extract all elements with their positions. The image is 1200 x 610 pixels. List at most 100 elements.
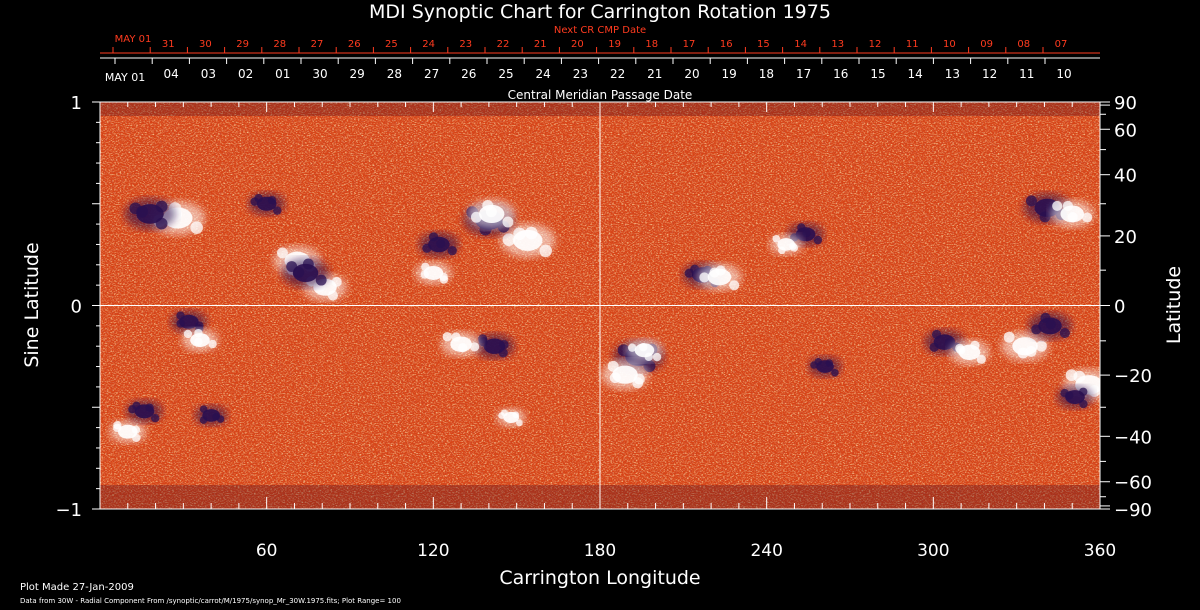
y-tick-label-right: 20 — [1114, 227, 1137, 248]
y-axis-label-right: Latitude — [1163, 266, 1185, 344]
cmp-date-label: 21 — [647, 67, 662, 81]
cmp-date-label: 18 — [759, 67, 774, 81]
cmp-date-label: 10 — [1056, 67, 1071, 81]
next-cr-date-label: 21 — [534, 39, 547, 50]
y-tick-label-left: 1 — [71, 93, 82, 114]
negative-region — [281, 258, 330, 288]
next-cr-date-label: 24 — [422, 39, 435, 50]
next-cr-date-label: 14 — [794, 39, 807, 50]
next-cr-date-label: 25 — [385, 39, 398, 50]
next-cr-date-label: 08 — [1017, 39, 1030, 50]
next-cr-date-label: 29 — [236, 39, 249, 50]
negative-region — [1028, 312, 1072, 340]
cmp-date-label: 27 — [424, 67, 439, 81]
next-cr-date-label: 07 — [1055, 39, 1068, 50]
positive-region — [769, 234, 803, 255]
negative-region — [418, 232, 459, 257]
next-cr-date-label: 16 — [720, 39, 733, 50]
y-axis-label-left: Sine Latitude — [21, 242, 43, 367]
positive-region — [496, 408, 526, 427]
cmp-date-label: 26 — [461, 67, 476, 81]
y-tick-label-left: 0 — [71, 297, 82, 318]
next-cr-date-label: 17 — [683, 39, 696, 50]
y-tick-label-right: −20 — [1114, 366, 1152, 387]
x-tick-label: 60 — [256, 541, 278, 561]
positive-region — [415, 261, 452, 285]
positive-region — [949, 339, 990, 365]
next-cr-date-label: 13 — [831, 39, 844, 50]
positive-region — [109, 420, 146, 443]
cmp-date-label: 23 — [573, 67, 588, 81]
positive-region — [441, 331, 482, 357]
negative-region — [194, 405, 228, 426]
negative-region — [126, 400, 163, 423]
x-axis-label: Carrington Longitude — [499, 567, 700, 589]
x-tick-label: 360 — [1084, 541, 1116, 561]
plot-made-note: Plot Made 27-Jan-2009 — [20, 582, 134, 593]
active-regions — [109, 192, 1100, 443]
cmp-date-label: 02 — [238, 67, 253, 81]
cmp-date-label: 04 — [164, 67, 179, 81]
data-source-note: Data from 30W - Radial Component From /s… — [20, 597, 401, 605]
y-tick-label-right: 0 — [1114, 297, 1125, 318]
cmp-axis-label: Central Meridian Passage Date — [508, 88, 693, 102]
negative-region — [474, 333, 515, 359]
negative-region — [124, 198, 176, 230]
negative-region — [170, 310, 208, 333]
cmp-date-label: 19 — [722, 67, 737, 81]
next-cr-label: Next CR CMP Date — [554, 25, 646, 36]
y-tick-label-right: 60 — [1114, 120, 1137, 141]
next-cr-date-label: 19 — [608, 39, 621, 50]
next-cr-date-label: 22 — [497, 39, 510, 50]
negative-region — [1056, 385, 1094, 409]
next-cr-date-label: 31 — [162, 39, 175, 50]
next-cr-date-label: 10 — [943, 39, 956, 50]
x-tick-label: 240 — [750, 541, 782, 561]
cmp-date-label: 29 — [350, 67, 365, 81]
positive-region — [468, 199, 516, 229]
x-tick-label: 300 — [917, 541, 949, 561]
next-cr-date-label: 28 — [273, 39, 286, 50]
next-cr-date-label: 26 — [348, 39, 361, 50]
next-cr-date-label: 30 — [199, 39, 212, 50]
cmp-date-label: 16 — [833, 67, 848, 81]
x-tick-label: 120 — [417, 541, 449, 561]
positive-region — [626, 339, 663, 362]
cmp-date-label: 11 — [1019, 67, 1034, 81]
x-tick-label: 180 — [584, 541, 616, 561]
next-cr-date-label: 09 — [980, 39, 993, 50]
positive-region — [1050, 200, 1095, 228]
positive-region — [181, 328, 219, 352]
cmp-date-label: 25 — [498, 67, 513, 81]
cmp-date-label: 03 — [201, 67, 216, 81]
next-cr-date-label: 20 — [571, 39, 584, 50]
y-tick-label-right: −40 — [1114, 427, 1152, 448]
cmp-date-label: 22 — [610, 67, 625, 81]
positive-region — [500, 223, 556, 258]
positive-region — [601, 360, 649, 390]
cmp-date-label: 12 — [982, 67, 997, 81]
cmp-date-label: 17 — [796, 67, 811, 81]
next-cr-date-label: 18 — [645, 39, 658, 50]
next-cr-date-label: 15 — [757, 39, 770, 50]
cmp-date-label: 30 — [312, 67, 327, 81]
cmp-date-label: 20 — [684, 67, 699, 81]
plot-axes: 60 120 180 240 300 360 1 0 −1 90 60 40 20 0 −20 −40 −60 −… — [55, 93, 1152, 561]
next-cr-date-label: 27 — [311, 39, 324, 50]
cmp-date-label: 13 — [945, 67, 960, 81]
negative-region — [248, 192, 285, 215]
y-tick-label-right: −90 — [1114, 500, 1152, 521]
cmp-date-label: 24 — [536, 67, 551, 81]
cmp-date-axes: MAY 01 31 30 29 28 27 26 25 24 23 22 21 20 19 18 17 16 15… — [100, 34, 1100, 84]
next-cr-date-label: 11 — [906, 39, 919, 50]
y-tick-label-right: 90 — [1114, 93, 1137, 114]
cmp-date-label: 28 — [387, 67, 402, 81]
positive-region — [1001, 331, 1049, 361]
chart-title: MDI Synoptic Chart for Carrington Rotati… — [369, 1, 831, 23]
cmp-date-label: 01 — [275, 67, 290, 81]
cmp-date-label: MAY 01 — [105, 71, 145, 84]
y-tick-label-right: −60 — [1114, 473, 1152, 494]
cmp-date-label: 15 — [870, 67, 885, 81]
next-cr-date-label: 23 — [459, 39, 472, 50]
